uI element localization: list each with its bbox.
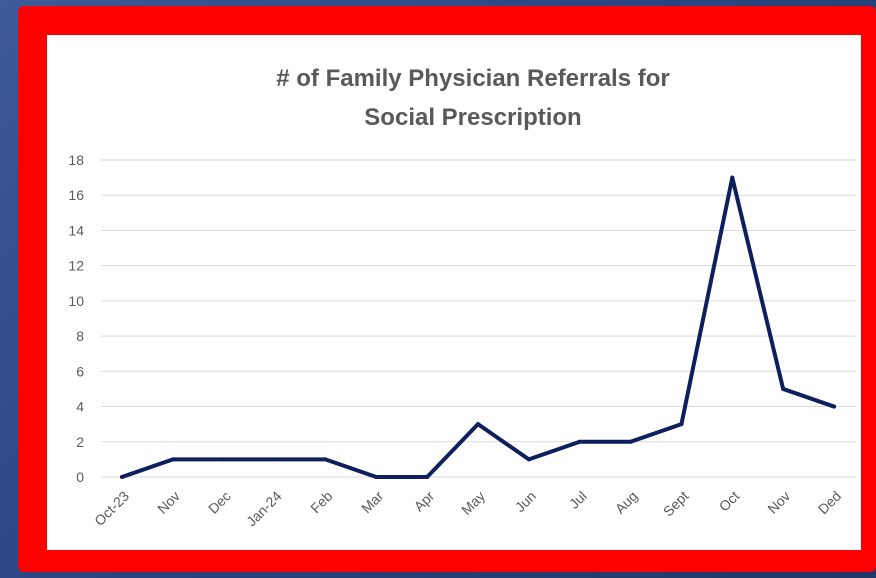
x-tick-label: Jan-24: [243, 488, 285, 530]
x-tick-label: Oct: [716, 488, 743, 515]
data-point: [832, 404, 836, 409]
data-point: [170, 457, 175, 462]
data-point: [526, 457, 531, 462]
y-tick-label: 12: [68, 258, 84, 274]
y-tick-label: 16: [68, 187, 84, 203]
data-point: [781, 386, 786, 391]
x-tick-label: Oct-23: [91, 488, 132, 529]
x-tick-label: Nov: [154, 488, 183, 517]
y-tick-label: 8: [76, 328, 84, 344]
x-axis-ticks: Oct-23 Nov Dec Jan-24 Feb Mar Apr May Jun Jul Aug S…: [91, 488, 844, 530]
data-point: [628, 439, 633, 444]
chart-title-line-2: Social Prescription: [364, 104, 581, 131]
x-tick-label: Sept: [660, 488, 692, 520]
data-point: [221, 457, 226, 462]
x-tick-label: Nov: [764, 488, 793, 517]
data-point: [374, 475, 379, 479]
data-point: [120, 475, 124, 479]
y-tick-label: 6: [76, 363, 84, 379]
data-point: [272, 457, 277, 462]
data-point: [425, 475, 430, 479]
y-tick-label: 0: [76, 469, 84, 485]
data-point: [476, 422, 480, 427]
y-tick-label: 18: [68, 152, 84, 168]
x-tick-label: Mar: [358, 488, 387, 517]
data-point: [730, 175, 735, 180]
red-frame: # of Family Physician Referrals for Soci…: [18, 6, 876, 572]
chart-title-line-1: # of Family Physician Referrals for: [276, 65, 669, 92]
y-tick-label: 14: [68, 222, 84, 238]
series-layer: [120, 175, 836, 479]
x-tick-label: Dec: [205, 488, 234, 517]
x-tick-label: Ded: [815, 488, 844, 517]
data-point: [323, 457, 328, 462]
x-tick-label: Jun: [512, 488, 539, 515]
data-point: [679, 422, 684, 427]
y-tick-label: 4: [76, 399, 84, 415]
y-tick-label: 10: [68, 293, 84, 309]
x-tick-label: Apr: [411, 488, 438, 515]
data-point: [577, 439, 582, 444]
gridlines: [101, 159, 856, 478]
x-tick-label: Feb: [307, 488, 336, 517]
x-tick-label: Jul: [566, 488, 590, 512]
x-tick-label: May: [458, 488, 488, 518]
x-tick-label: Aug: [612, 488, 641, 517]
line-chart: # of Family Physician Referrals for Soci…: [68, 65, 856, 530]
series-line: [120, 175, 836, 479]
y-tick-label: 2: [76, 434, 84, 450]
chart-panel: # of Family Physician Referrals for Soci…: [47, 35, 861, 550]
y-axis-ticks: 0 2 4 6 8 10 12 14 16 18: [68, 152, 84, 485]
